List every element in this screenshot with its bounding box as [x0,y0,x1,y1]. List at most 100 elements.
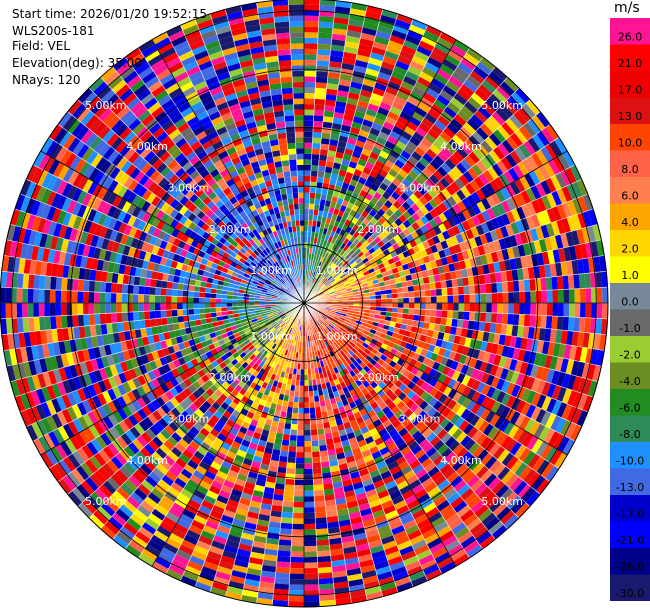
velocity-gate [412,245,421,254]
velocity-gate [359,89,373,98]
velocity-gate [371,165,382,174]
velocity-gate [430,244,439,254]
velocity-gate [551,190,563,206]
velocity-gate [321,251,327,258]
velocity-gate [332,28,348,36]
velocity-gate [409,331,417,339]
velocity-gate [484,410,496,424]
velocity-gate [415,251,423,260]
velocity-gate [477,330,485,341]
velocity-gate [516,325,524,338]
velocity-gate [331,256,337,263]
velocity-gate [389,75,403,86]
velocity-gate [525,254,534,268]
velocity-gate [315,76,328,84]
velocity-gate [448,350,457,361]
velocity-gate [411,111,425,123]
velocity-gate [381,298,387,303]
velocity-gate [561,217,571,233]
velocity-gate [315,71,329,78]
velocity-gate [495,484,510,499]
velocity-gate [314,500,326,508]
velocity-gate [304,385,309,392]
velocity-gate [72,314,79,328]
velocity-gate [61,315,68,329]
velocity-gate [329,55,343,63]
velocity-gate [429,316,436,324]
velocity-gate [471,215,481,227]
velocity-gate [518,447,532,463]
velocity-gate [560,232,569,248]
velocity-gate [447,399,457,411]
velocity-gate [329,178,337,186]
velocity-gate [357,348,365,355]
velocity-gate [353,303,360,306]
velocity-gate [555,417,567,434]
velocity-gate [523,140,536,156]
velocity-gate [531,438,544,454]
velocity-gate [521,388,532,402]
velocity-gate [570,360,580,376]
velocity-gate [304,247,307,254]
velocity-gate [345,142,356,151]
velocity-gate [455,327,463,337]
velocity-gate [422,167,433,178]
velocity-gate [544,354,553,369]
velocity-gate [279,528,293,535]
velocity-gate [523,450,536,466]
velocity-gate [313,478,324,486]
velocity-gate [396,115,410,126]
velocity-gate [327,77,340,85]
velocity-gate [471,203,482,216]
velocity-gate [495,323,502,335]
velocity-gate [363,233,371,241]
velocity-gate [535,408,547,424]
velocity-gate [328,323,335,329]
velocity-gate [480,408,491,421]
velocity-gate [486,303,492,313]
velocity-gate [344,330,351,336]
velocity-gate [304,407,310,414]
velocity-gate [304,402,310,409]
velocity-gate [474,88,489,102]
velocity-gate [330,280,337,285]
velocity-gate [278,544,292,552]
velocity-gate [485,312,492,323]
velocity-gate [391,177,402,188]
velocity-gate [425,303,432,310]
velocity-gate [437,115,451,127]
velocity-gate [431,410,442,422]
velocity-gate [446,122,460,135]
velocity-gate [424,309,431,317]
ray-separator [303,66,496,304]
velocity-gate [495,271,502,283]
velocity-gate [432,330,440,339]
velocity-gate [540,443,553,460]
velocity-gate [304,131,313,138]
velocity-gate [525,490,541,507]
velocity-gate [500,81,516,96]
velocity-gate [378,168,389,178]
velocity-gate [309,401,315,408]
velocity-gate [411,55,427,67]
velocity-gate [290,429,298,436]
velocity-gate [587,380,598,397]
velocity-gate [456,344,465,355]
velocity-gate [304,197,310,204]
velocity-gate [466,399,477,412]
velocity-gate [481,101,496,116]
velocity-gate [312,131,322,139]
velocity-gate [316,533,329,541]
velocity-gate [517,244,526,258]
velocity-gate [405,399,415,409]
velocity-gate [579,243,588,259]
velocity-gate [484,182,496,196]
velocity-gate [418,40,435,52]
velocity-gate [453,352,462,363]
velocity-gate [318,204,325,212]
velocity-gate [483,473,498,487]
velocity-gate [461,220,471,232]
velocity-gate [514,336,523,349]
velocity-gate [514,360,523,374]
velocity-gate [355,257,363,265]
